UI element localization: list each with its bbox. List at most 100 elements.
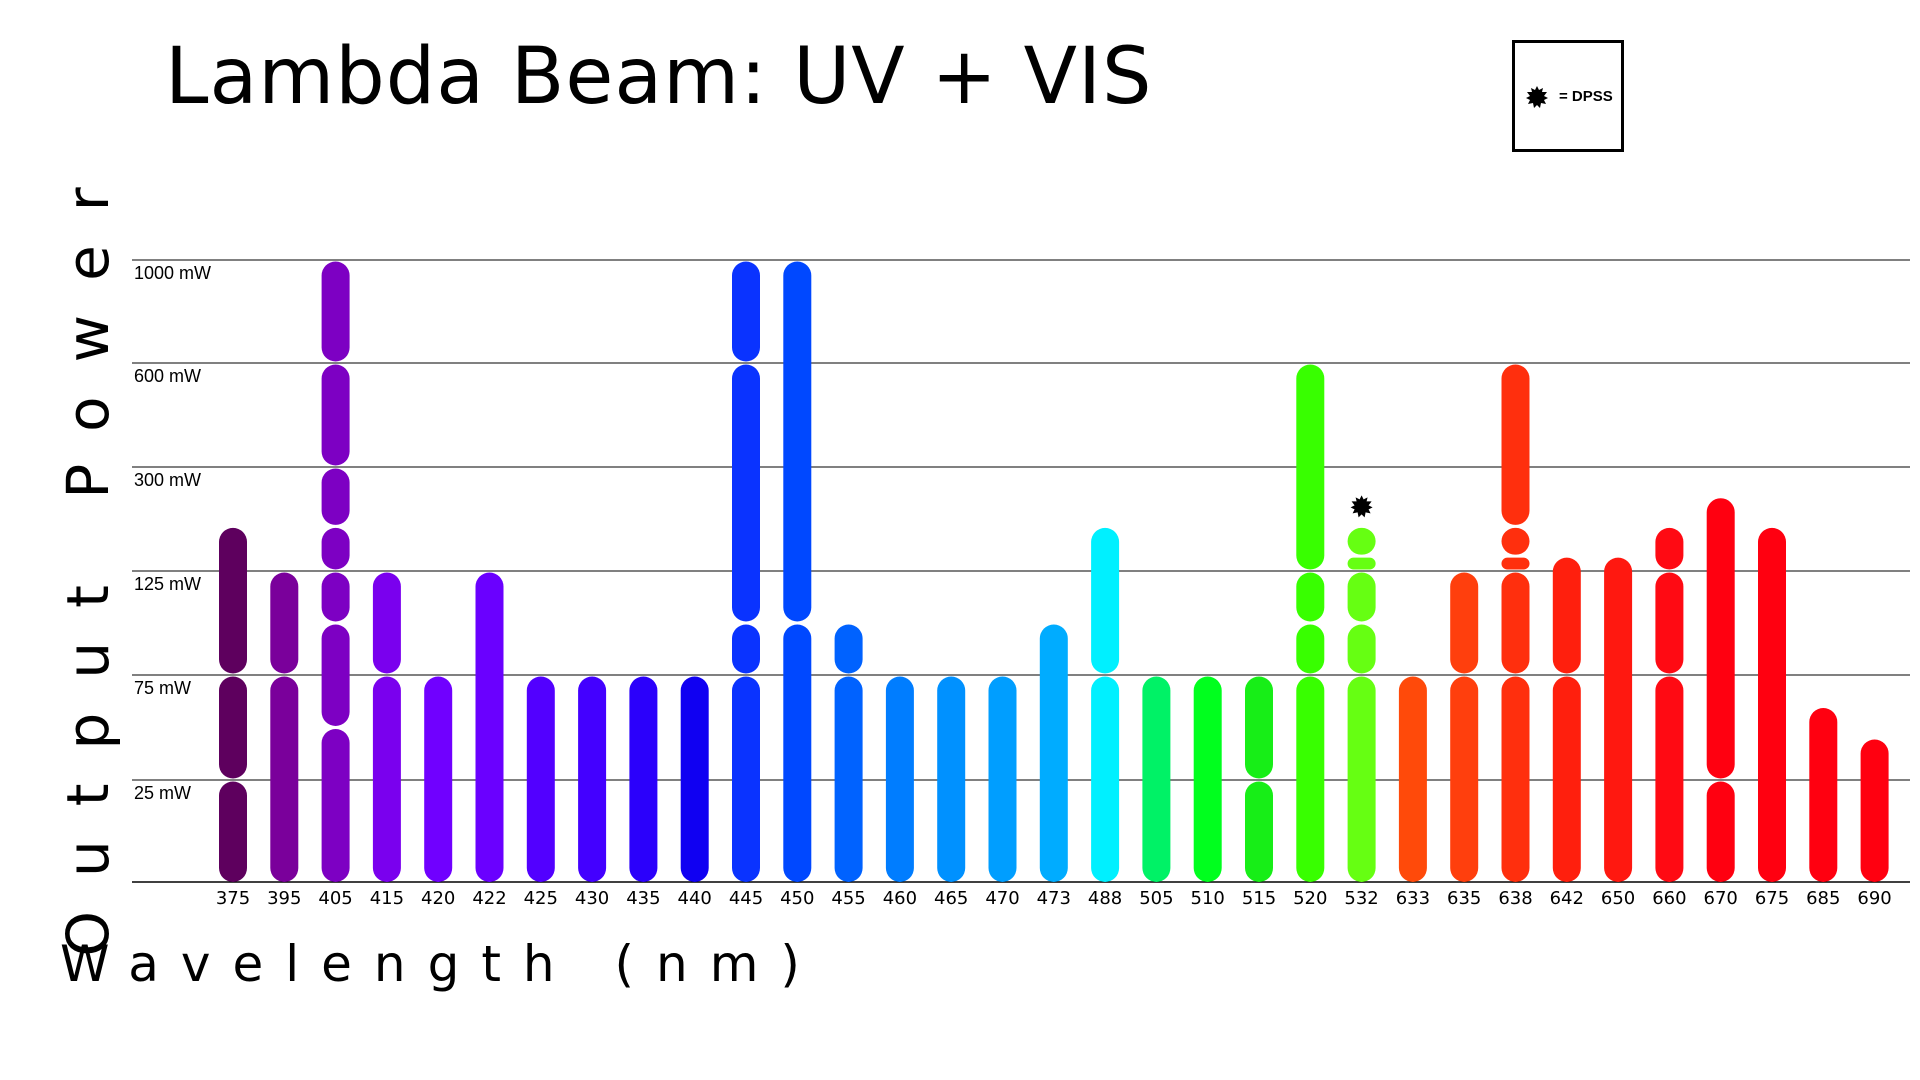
bar-segment [1552,676,1581,882]
bar-segment [1706,781,1735,882]
x-tick-label: 375 [216,888,250,909]
bar-633 [1398,676,1427,882]
y-tick-label: 1000 mW [134,263,211,283]
bar-segment [732,676,760,882]
bar-segment [424,676,453,882]
bar-segment [1039,624,1068,882]
bar-638 [1501,364,1530,882]
bar-segment [1142,676,1171,882]
bar-segment [732,624,760,674]
x-tick-label: 515 [1242,888,1276,909]
bar-segment [475,572,504,882]
bar-segment [321,624,350,726]
bar-532 [1347,527,1376,882]
bar-420 [424,676,453,882]
bar-segment [1347,676,1376,882]
y-tick-label: 75 mW [134,678,191,698]
bar-segment [732,261,760,362]
bar-segment [885,676,914,882]
x-axis-label: Wavelength (nm) [60,935,822,993]
x-tick-label: 415 [370,888,404,909]
bar-segment [1501,527,1530,555]
x-tick-label: 445 [729,888,763,909]
bar-segment [629,676,658,882]
bar-segment [1604,557,1633,882]
bar-segment [1296,572,1325,622]
legend-label: = DPSS [1559,88,1613,105]
bar-segment [1193,676,1222,882]
bar-670 [1706,498,1735,882]
bar-635 [1450,572,1479,882]
y-tick-label: 600 mW [134,366,201,386]
x-tick-label: 532 [1344,888,1378,909]
x-tick-label: 642 [1550,888,1584,909]
x-tick-label: 465 [934,888,968,909]
starburst-icon [1526,86,1548,108]
bar-segment [1501,572,1530,674]
bar-segment [1860,739,1889,882]
bar-460 [885,676,914,882]
x-tick-label: 520 [1293,888,1327,909]
bar-segment [1552,557,1581,674]
bar-segment [1296,364,1325,570]
bar-segment [1347,557,1376,570]
bar-450 [783,261,812,882]
bar-segment [937,676,966,882]
legend: = DPSS [1512,40,1624,152]
bar-455 [834,624,863,882]
bar-405 [321,261,350,882]
bar-segment [1347,624,1376,674]
x-tick-label: 675 [1755,888,1789,909]
bar-segment [219,676,247,779]
bar-segment [321,729,350,882]
dpss-marker-icon [1350,495,1373,518]
bar-segment [321,572,350,622]
x-tick-label: 435 [626,888,660,909]
bar-segment [1758,527,1786,882]
bar-segment [219,527,247,674]
x-tick-label: 425 [524,888,558,909]
bar-470 [988,676,1017,882]
bar-430 [578,676,607,882]
bar-segment [1450,676,1479,882]
bar-segment [321,261,350,362]
bar-segment [1347,527,1376,555]
x-tick-label: 690 [1857,888,1891,909]
bar-segment [219,781,247,882]
bar-segment [321,364,350,466]
bar-415 [372,572,401,882]
chart-title: Lambda Beam: UV + VIS [165,32,1153,122]
x-tick-label: 405 [318,888,352,909]
bar-375 [219,527,247,882]
bar-segment [372,572,401,674]
x-tick-label: 473 [1037,888,1071,909]
x-tick-label: 470 [985,888,1019,909]
bar-segment [1296,676,1325,882]
x-tick-label: 633 [1396,888,1430,909]
bar-440 [680,676,709,882]
bar-segment [1706,498,1735,779]
bar-650 [1604,557,1633,882]
bar-505 [1142,676,1171,882]
bar-segment [988,676,1017,882]
bar-segment [680,676,709,882]
x-tick-label: 670 [1704,888,1738,909]
bar-segment [1245,676,1273,779]
bar-segment [1655,572,1684,674]
bar-395 [270,572,299,882]
bar-segment [321,527,350,570]
bar-segment [321,468,350,525]
bar-segment [783,624,812,882]
bar-segment [526,676,555,882]
bar-segment [1091,676,1120,882]
bar-segment [1501,364,1530,525]
bar-segment [1398,676,1427,882]
bar-488 [1091,527,1120,882]
x-tick-label: 510 [1191,888,1225,909]
bar-435 [629,676,658,882]
bar-445 [732,261,760,882]
bar-segment [1655,527,1684,570]
bar-473 [1039,624,1068,882]
y-tick-label: 25 mW [134,783,191,803]
